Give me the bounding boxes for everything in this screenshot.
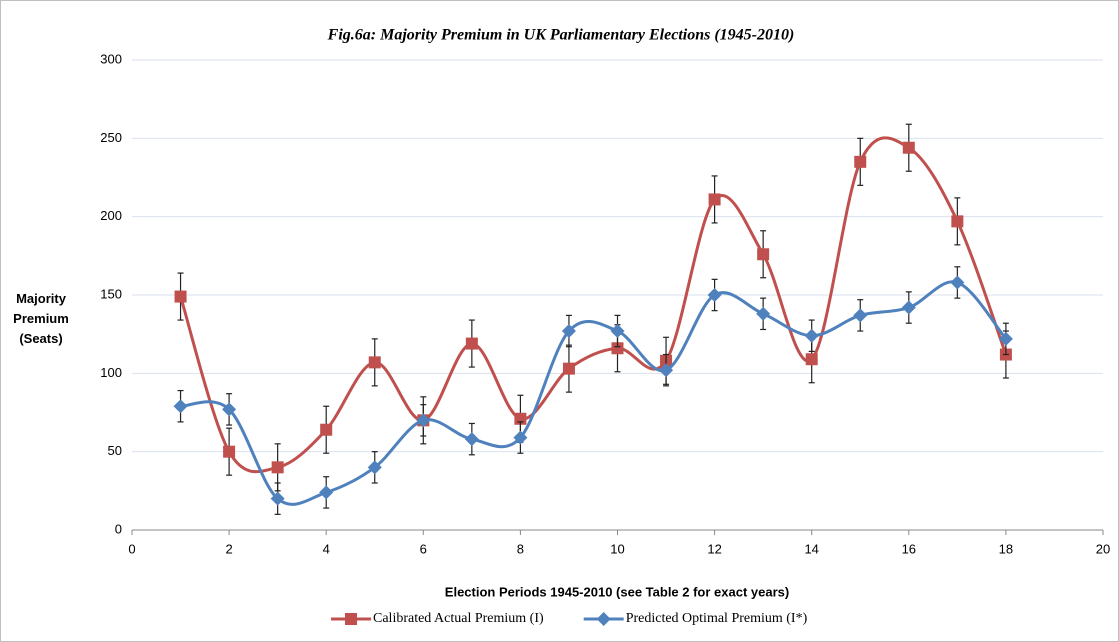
- marker: [659, 363, 674, 378]
- marker: [464, 432, 479, 447]
- legend-label: Predicted Optimal Premium (I*): [626, 611, 808, 626]
- marker: [173, 399, 188, 414]
- x-axis-label: Election Periods 1945-2010 (see Table 2 …: [445, 584, 789, 599]
- chart-title: Fig.6a: Majority Premium in UK Parliamen…: [327, 27, 795, 44]
- marker: [854, 155, 867, 168]
- marker: [998, 331, 1013, 346]
- marker: [902, 141, 915, 154]
- x-tick-label: 4: [323, 541, 330, 556]
- marker: [707, 288, 722, 302]
- y-tick-label: 300: [100, 51, 122, 66]
- marker: [320, 423, 333, 436]
- marker: [951, 215, 964, 228]
- marker: [610, 324, 625, 339]
- x-tick-label: 6: [420, 541, 427, 556]
- marker: [345, 613, 357, 625]
- marker: [174, 290, 187, 303]
- x-tick-label: 18: [999, 541, 1013, 556]
- marker: [562, 362, 575, 375]
- marker: [853, 308, 868, 323]
- marker: [756, 306, 771, 321]
- marker: [805, 353, 818, 366]
- marker: [757, 248, 770, 261]
- x-tick-label: 10: [610, 541, 624, 556]
- x-tick-label: 20: [1096, 541, 1110, 556]
- x-tick-label: 14: [804, 541, 818, 556]
- y-tick-label: 250: [100, 130, 122, 145]
- marker: [611, 342, 624, 355]
- marker: [367, 460, 382, 475]
- marker: [270, 491, 285, 506]
- marker: [368, 356, 381, 369]
- series-line: [179, 136, 1008, 474]
- marker: [222, 402, 237, 417]
- y-tick-label: 150: [100, 286, 122, 301]
- marker: [223, 445, 236, 458]
- x-tick-label: 16: [902, 541, 916, 556]
- marker: [561, 324, 576, 339]
- marker: [513, 430, 528, 445]
- marker: [950, 275, 965, 290]
- marker: [416, 413, 431, 428]
- marker: [596, 612, 611, 626]
- marker: [465, 337, 478, 350]
- y-tick-label: 100: [100, 365, 122, 380]
- y-axis-label: Majority Premium (Seats): [13, 291, 69, 346]
- marker: [319, 485, 334, 500]
- legend-label: Calibrated Actual Premium (I): [373, 611, 544, 626]
- marker: [708, 193, 721, 206]
- x-tick-label: 8: [517, 541, 524, 556]
- x-tick-label: 0: [128, 541, 135, 556]
- series-line: [180, 280, 1008, 506]
- x-tick-label: 2: [225, 541, 232, 556]
- y-tick-label: 50: [108, 443, 122, 458]
- x-tick-label: 12: [707, 541, 721, 556]
- marker: [901, 300, 916, 315]
- y-tick-label: 200: [100, 208, 122, 223]
- y-tick-label: 0: [115, 521, 122, 536]
- marker: [804, 328, 819, 343]
- marker: [271, 461, 284, 474]
